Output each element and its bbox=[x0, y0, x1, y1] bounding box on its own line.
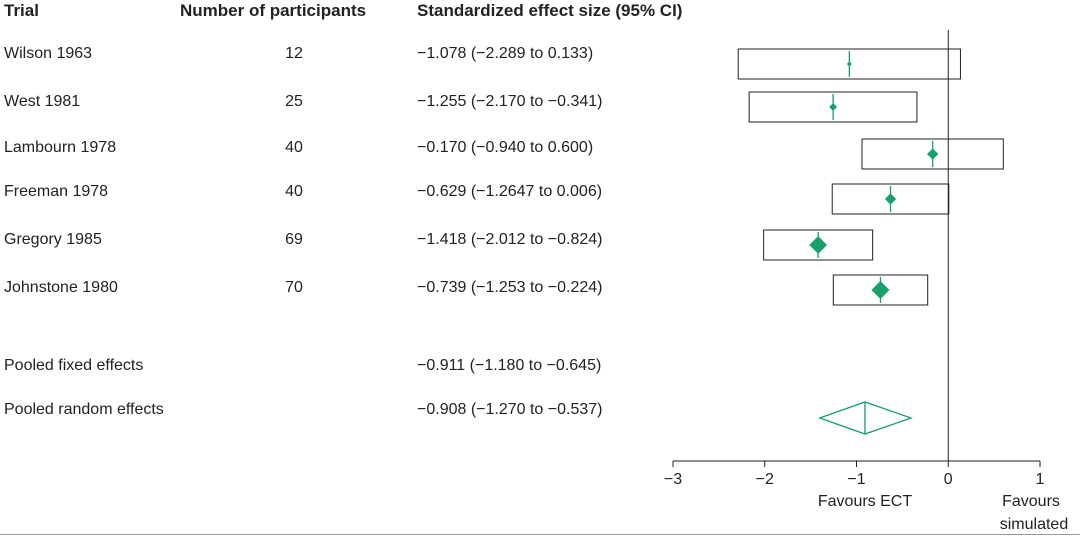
study-name: Wilson 1963 bbox=[4, 45, 93, 62]
pooled-ci-text: −0.911 (−1.180 to −0.645) bbox=[417, 357, 602, 374]
study-ci-text: −1.418 (−2.012 to −0.824) bbox=[417, 231, 603, 248]
pooled-ci-text: −0.908 (−1.270 to −0.537) bbox=[417, 401, 603, 418]
study-name: Gregory 1985 bbox=[4, 231, 102, 248]
study-ci-box bbox=[748, 91, 918, 123]
study-ci-text: −0.170 (−0.940 to 0.600) bbox=[417, 139, 594, 156]
study-ci-box bbox=[831, 183, 950, 215]
bottom-rule bbox=[0, 534, 1080, 535]
study-estimate-diamond bbox=[871, 281, 890, 299]
study-ci-box bbox=[832, 274, 929, 306]
favours-simulated-label-line1: Favours bbox=[1002, 493, 1060, 510]
study-name: Johnstone 1980 bbox=[4, 279, 118, 296]
study-participants: 40 bbox=[285, 183, 303, 200]
study-ci-box bbox=[737, 48, 961, 80]
study-name: Lambourn 1978 bbox=[4, 139, 117, 156]
favours-ect-label: Favours ECT bbox=[818, 493, 912, 510]
study-estimate-diamond bbox=[884, 193, 897, 205]
x-tick-label: −1 bbox=[847, 471, 865, 488]
study-estimate-diamond bbox=[927, 148, 939, 160]
study-participants: 70 bbox=[285, 279, 303, 296]
header-participants: Number of participants bbox=[180, 1, 367, 20]
x-tick-label: −2 bbox=[756, 471, 774, 488]
x-tick-label: 0 bbox=[944, 471, 953, 488]
pooled-random-diamond bbox=[817, 401, 913, 435]
pooled-label: Pooled random effects bbox=[4, 401, 164, 418]
study-estimate-diamond bbox=[809, 236, 828, 254]
study-ci-box bbox=[861, 138, 1004, 170]
study-ci-text: −1.255 (−2.170 to −0.341) bbox=[417, 93, 603, 110]
study-name: West 1981 bbox=[4, 93, 81, 110]
pooled-label: Pooled fixed effects bbox=[4, 357, 144, 374]
study-participants: 40 bbox=[285, 139, 303, 156]
favours-simulated-label-line2: simulated bbox=[1000, 516, 1068, 533]
study-ci-text: −0.629 (−1.2647 to 0.006) bbox=[417, 183, 603, 200]
header-trial: Trial bbox=[4, 1, 39, 20]
study-estimate-diamond bbox=[846, 61, 852, 67]
x-tick-label: 1 bbox=[1036, 471, 1045, 488]
study-ci-text: −0.739 (−1.253 to −0.224) bbox=[417, 279, 603, 296]
header-effect-size: Standardized effect size (95% CI) bbox=[417, 1, 683, 20]
study-participants: 25 bbox=[285, 93, 303, 110]
study-participants: 12 bbox=[285, 45, 303, 62]
study-ci-box bbox=[763, 229, 874, 261]
study-estimate-diamond bbox=[829, 103, 838, 111]
x-tick-label: −3 bbox=[664, 471, 682, 488]
study-ci-text: −1.078 (−2.289 to 0.133) bbox=[417, 45, 594, 62]
study-name: Freeman 1978 bbox=[4, 183, 109, 200]
study-participants: 69 bbox=[285, 231, 303, 248]
